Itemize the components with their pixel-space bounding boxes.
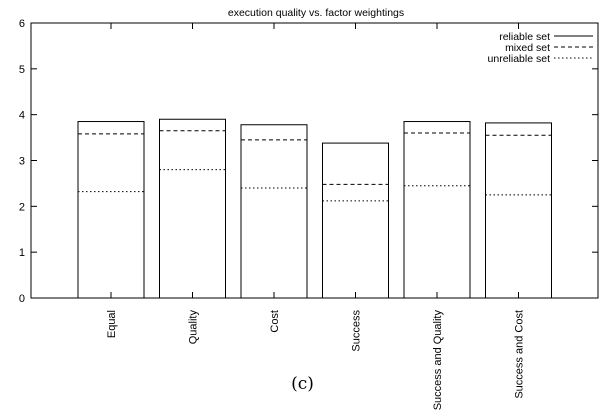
bar-reliable-set bbox=[159, 118, 226, 299]
bar-reliable-set bbox=[77, 121, 145, 299]
legend-label: reliable set bbox=[499, 31, 550, 43]
legend-label: mixed set bbox=[505, 42, 550, 54]
x-tick-label: Success bbox=[351, 310, 363, 352]
y-tick-label: 6 bbox=[19, 18, 25, 30]
y-axis: 0 1 2 3 4 5 6 bbox=[19, 18, 598, 305]
bar-group bbox=[159, 118, 226, 299]
bars bbox=[77, 118, 552, 299]
bar-group bbox=[240, 124, 308, 299]
chart-title: execution quality vs. factor weightings bbox=[228, 7, 404, 19]
bar-group bbox=[485, 122, 552, 299]
x-axis: Equal Quality Cost Success Success and Quali… bbox=[106, 23, 526, 410]
y-tick-label: 0 bbox=[19, 293, 25, 305]
x-tick-label: Success and Quality bbox=[432, 310, 444, 411]
y-tick-label: 4 bbox=[19, 110, 25, 122]
bar-group bbox=[77, 121, 145, 299]
bar-group bbox=[322, 142, 389, 299]
bar-reliable-set bbox=[403, 121, 471, 299]
y-tick-label: 2 bbox=[19, 201, 25, 213]
x-tick-label: Success and Cost bbox=[514, 310, 526, 399]
y-tick-label: 3 bbox=[19, 156, 25, 168]
y-tick-label: 5 bbox=[19, 64, 25, 76]
x-tick-label: Quality bbox=[188, 310, 200, 345]
legend-label: unreliable set bbox=[488, 53, 551, 65]
bar-reliable-set bbox=[240, 124, 308, 299]
bar-group bbox=[403, 121, 471, 299]
y-tick-label: 1 bbox=[19, 247, 25, 259]
x-tick-label: Cost bbox=[269, 310, 281, 333]
panel-label: (c) bbox=[291, 374, 314, 394]
bar-reliable-set bbox=[322, 142, 389, 299]
bar-reliable-set bbox=[485, 122, 552, 299]
x-tick-label: Equal bbox=[106, 310, 118, 338]
